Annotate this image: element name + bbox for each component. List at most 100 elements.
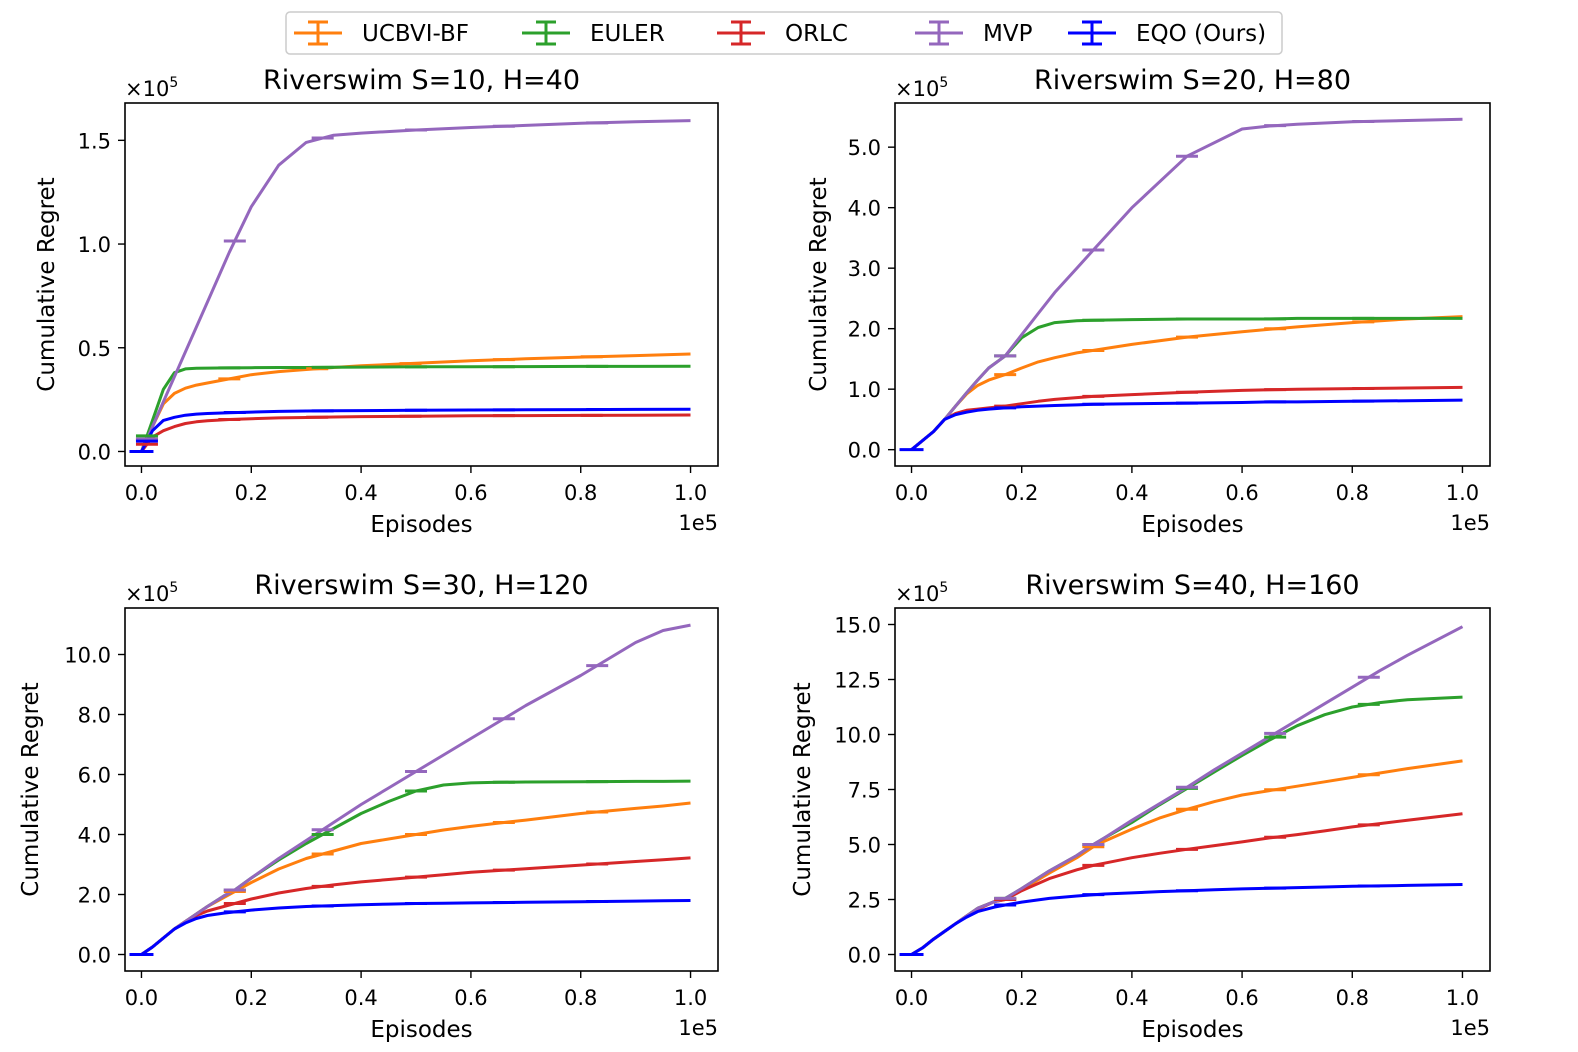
legend-label: MVP — [983, 21, 1033, 47]
series-line-orlc — [140, 413, 691, 453]
x-axis-label: Episodes — [1141, 1017, 1243, 1043]
y-tick-label: 0.5 — [78, 337, 111, 361]
y-tick-label: 0.0 — [848, 439, 881, 463]
series-line-mvp — [910, 625, 1464, 956]
y-axis-label: Cumulative Regret — [790, 682, 816, 896]
series-line-euler — [140, 364, 691, 453]
x-tick-label: 0.4 — [1115, 481, 1148, 505]
x-axis-label: Episodes — [370, 1017, 472, 1043]
legend-entry-orlc: ORLC — [717, 20, 848, 47]
x-tick-label: 0.8 — [564, 986, 597, 1010]
subplot-riverswim-s40: Riverswim S=40, H=160 ×105 0.0 0.2 0.4 0.6 0.8… — [790, 570, 1491, 1043]
series-line-eqo-ours — [910, 883, 1463, 956]
y-tick-label: 0.0 — [78, 440, 111, 464]
x-axis-label: Episodes — [1141, 512, 1243, 538]
x-tick-label: 0.0 — [895, 481, 928, 505]
series-line-orlc — [910, 812, 1463, 956]
x-tick-label: 0.6 — [454, 986, 487, 1010]
y-tick-label: 5.0 — [848, 136, 881, 160]
y-multiplier: ×105 — [895, 580, 948, 606]
x-tick-label: 0.4 — [1115, 986, 1148, 1010]
legend-entry-euler: EULER — [522, 20, 665, 47]
x-tick-label: 1.0 — [674, 481, 707, 505]
y-multiplier: ×105 — [895, 75, 948, 101]
x-tick-label: 0.2 — [1005, 986, 1038, 1010]
series-line-mvp — [140, 119, 691, 453]
legend-frame — [285, 11, 1283, 55]
x-tick-label: 0.4 — [344, 986, 377, 1010]
legend-label: UCBVI-BF — [362, 21, 469, 47]
x-tick-label: 0.2 — [1005, 481, 1038, 505]
chart-title: Riverswim S=10, H=40 — [263, 65, 580, 96]
y-multiplier: ×105 — [125, 580, 178, 606]
x-tick-label: 0.8 — [564, 481, 597, 505]
y-tick-label: 12.5 — [834, 669, 881, 693]
x-tick-label: 0.8 — [1336, 481, 1369, 505]
y-tick-label: 2.0 — [78, 884, 111, 908]
y-tick-label: 15.0 — [834, 614, 881, 638]
y-tick-label: 0.0 — [78, 944, 111, 968]
legend: UCBVI-BF EULER ORLC MVP EQO (Ours) — [285, 11, 1283, 55]
x-offset-label: 1e5 — [678, 511, 718, 535]
y-tick-label: 1.0 — [78, 233, 111, 257]
subplot-riverswim-s10: Riverswim S=10, H=40 ×105 0.0 0.2 0.4 0.6 0.8 1… — [34, 65, 719, 538]
series-line-euler — [140, 779, 691, 956]
y-axis-label: Cumulative Regret — [806, 177, 832, 391]
x-tick-label: 1.0 — [1446, 986, 1479, 1010]
series-line-eqo-ours — [910, 398, 1463, 451]
x-tick-label: 0.0 — [125, 481, 158, 505]
x-offset-label: 1e5 — [1450, 511, 1490, 535]
x-tick-label: 0.6 — [1225, 481, 1258, 505]
plot-frame — [894, 102, 1491, 467]
y-tick-label: 1.0 — [848, 378, 881, 402]
x-tick-label: 0.0 — [125, 986, 158, 1010]
y-tick-label: 2.5 — [848, 889, 881, 913]
x-tick-label: 0.4 — [344, 481, 377, 505]
x-tick-label: 0.0 — [895, 986, 928, 1010]
legend-entry-eqo-ours: EQO (Ours) — [1068, 20, 1266, 47]
x-tick-label: 0.2 — [235, 986, 268, 1010]
x-axis-label: Episodes — [370, 512, 472, 538]
y-tick-label: 0.0 — [848, 944, 881, 968]
y-multiplier: ×105 — [125, 75, 178, 101]
legend-entry-mvp: MVP — [915, 20, 1033, 47]
x-tick-label: 1.0 — [674, 986, 707, 1010]
series-line-eqo-ours — [140, 899, 691, 956]
plot-frame — [124, 607, 719, 972]
series-line-eqo-ours — [140, 407, 691, 453]
chart-title: Riverswim S=40, H=160 — [1025, 570, 1359, 601]
y-tick-label: 8.0 — [78, 704, 111, 728]
y-tick-label: 2.0 — [848, 318, 881, 342]
subplot-riverswim-s30: Riverswim S=30, H=120 ×105 0.0 0.2 0.4 0.6 0.8… — [18, 570, 719, 1043]
legend-entry-ucbvi-bf: UCBVI-BF — [294, 20, 469, 47]
x-tick-label: 0.6 — [454, 481, 487, 505]
x-tick-label: 1.0 — [1446, 481, 1479, 505]
y-tick-label: 10.0 — [64, 644, 111, 668]
y-tick-label: 1.5 — [78, 129, 111, 153]
y-axis-label: Cumulative Regret — [34, 177, 60, 391]
y-tick-label: 5.0 — [848, 834, 881, 858]
series-line-ucbvi-bf — [140, 801, 691, 956]
x-offset-label: 1e5 — [1450, 1016, 1490, 1040]
series-line-orlc — [910, 385, 1463, 451]
y-tick-label: 7.5 — [848, 779, 881, 803]
y-tick-label: 10.0 — [834, 724, 881, 748]
x-tick-label: 0.2 — [235, 481, 268, 505]
y-tick-label: 6.0 — [78, 764, 111, 788]
subplot-riverswim-s20: Riverswim S=20, H=80 ×105 0.0 0.2 0.4 0.6 0.8 1… — [806, 65, 1491, 538]
series-line-euler — [910, 695, 1463, 956]
chart-title: Riverswim S=30, H=120 — [254, 570, 588, 601]
plot-frame — [124, 102, 719, 467]
chart-title: Riverswim S=20, H=80 — [1034, 65, 1351, 96]
y-tick-label: 3.0 — [848, 257, 881, 281]
legend-label: EULER — [590, 21, 665, 47]
y-tick-label: 4.0 — [848, 197, 881, 221]
y-axis-label: Cumulative Regret — [18, 682, 44, 896]
x-tick-label: 0.6 — [1225, 986, 1258, 1010]
legend-label: EQO (Ours) — [1136, 21, 1266, 47]
series-line-orlc — [140, 856, 691, 956]
x-offset-label: 1e5 — [678, 1016, 718, 1040]
x-tick-label: 0.8 — [1336, 986, 1369, 1010]
series-line-ucbvi-bf — [140, 352, 691, 453]
